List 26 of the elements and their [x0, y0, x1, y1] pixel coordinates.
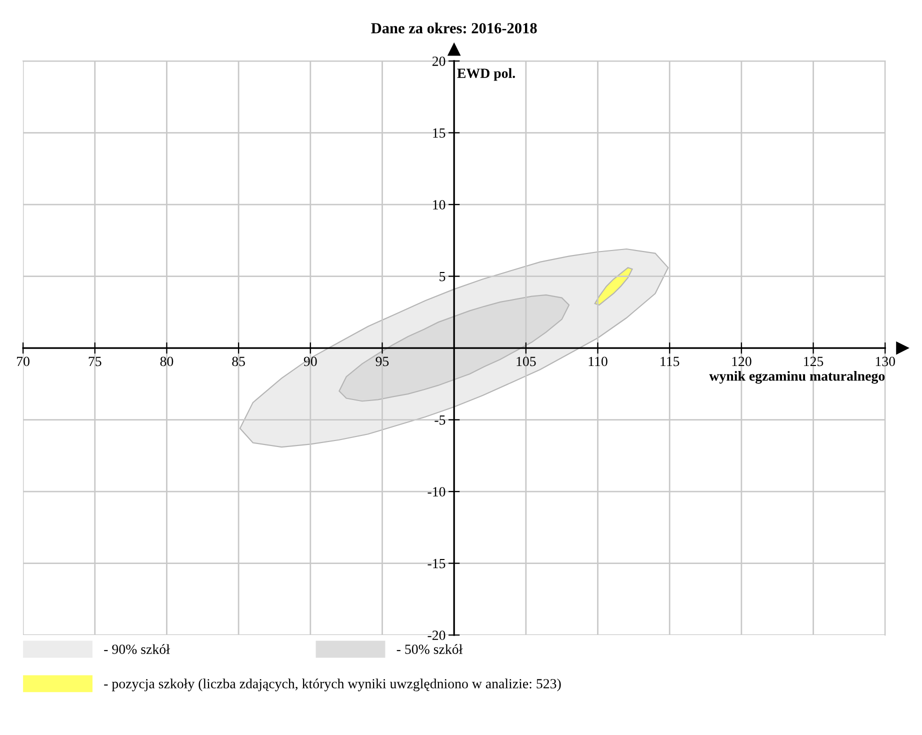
y-tick-label: -20 [428, 630, 446, 640]
y-tick-label: 20 [432, 56, 446, 66]
y-axis-title: EWD pol. [457, 68, 516, 81]
chart-title: Dane za okres: 2016-2018 [371, 22, 537, 34]
y-tick-label: 5 [440, 272, 446, 282]
x-axis-title: wynik egzaminu maturalnego [709, 370, 885, 384]
y-tick-label: -15 [428, 558, 446, 568]
y-tick-label: -10 [428, 487, 446, 496]
x-tick-label: 70 [17, 356, 30, 366]
x-tick-label: 125 [804, 356, 824, 366]
x-tick-label: 85 [232, 356, 245, 366]
legend-label: - 50% szkół [396, 644, 463, 654]
x-tick-label: 120 [732, 356, 752, 366]
x-tick-label: 95 [376, 356, 389, 366]
y-tick-label: 10 [433, 200, 446, 210]
x-tick-label: 80 [160, 356, 174, 366]
y-tick-label: -5 [434, 416, 446, 425]
legend-label: - 90% szkół [104, 644, 170, 654]
x-tick-label: 115 [660, 356, 680, 366]
y-tick-label: 15 [433, 128, 446, 138]
x-tick-label: 105 [516, 356, 536, 366]
x-tick-label: 90 [304, 356, 317, 366]
x-tick-label: 75 [88, 356, 102, 366]
legend-label: - pozycja szkoły (liczba zdających, których wyniki uwzględniono w analizie: 523) [104, 678, 561, 692]
x-tick-label: 130 [876, 356, 896, 366]
x-tick-label: 110 [588, 356, 608, 366]
